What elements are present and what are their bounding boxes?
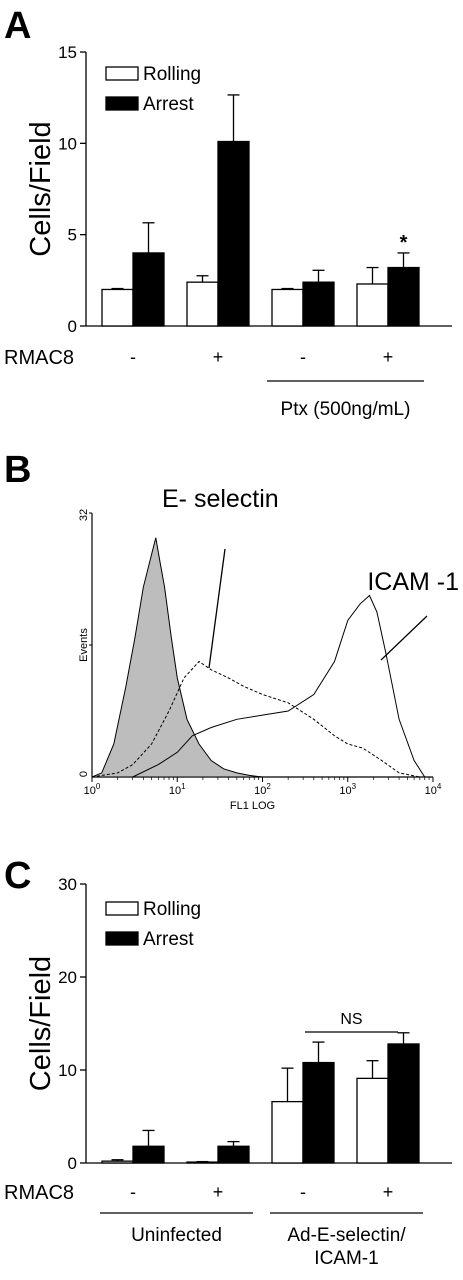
y-tick-label: 20 <box>58 968 77 987</box>
x-tick-base: 10 <box>339 785 351 797</box>
x-tick-label: 101 <box>169 782 186 797</box>
x-axis-label: FL1 LOG <box>230 800 275 812</box>
group-label-line: Ad-E-selectin/ <box>287 1225 406 1246</box>
category-label: - <box>300 1182 306 1202</box>
category-label: - <box>130 1182 136 1202</box>
bar-arrest-3 <box>387 266 420 327</box>
bar-arrest-2 <box>302 281 335 327</box>
bar-arrest-1 <box>217 140 250 327</box>
legend-swatch-arrest <box>105 931 139 946</box>
category-label: - <box>130 347 136 367</box>
significance-asterisk: * <box>400 232 408 254</box>
y-tick-label: 10 <box>58 134 77 153</box>
y-tick-label: 0 <box>68 317 77 336</box>
legend-swatch-rolling <box>105 901 139 916</box>
category-label: + <box>383 347 394 367</box>
panel-c-bar-chart: 0 10 20 30 Cells/Field Rolling Arrest RMAC8 - + - +… <box>4 875 452 1269</box>
x-tick-label: 102 <box>254 782 271 797</box>
label-icam-1: ICAM -1 <box>367 568 459 596</box>
category-label: + <box>213 347 224 367</box>
bar-rolling-1 <box>186 281 219 327</box>
ns-label: NS <box>340 1011 362 1028</box>
histogram-control <box>91 537 263 778</box>
bar-arrest-3 <box>387 1043 420 1164</box>
category-label: + <box>383 1182 394 1202</box>
histogram-icam-1 <box>132 594 426 778</box>
legend-label-rolling: Rolling <box>143 64 201 85</box>
panel-letter-c: C <box>4 855 31 897</box>
bar-rolling-0 <box>101 1160 134 1164</box>
y-axis-label: Cells/Field <box>25 121 57 256</box>
x-tick-label: 103 <box>339 782 356 797</box>
group-label-0: Uninfected <box>131 1225 222 1246</box>
ptx-group-label: Ptx (500ng/mL) <box>281 399 411 420</box>
group-label-line: Uninfected <box>131 1225 222 1246</box>
bar-rolling-0 <box>101 288 134 327</box>
bar-arrest-1 <box>217 1145 250 1164</box>
bar-rolling-2 <box>271 1100 304 1164</box>
legend-label-arrest: Arrest <box>143 929 194 950</box>
row-label-rmac8: RMAC8 <box>4 1182 74 1204</box>
category-label: + <box>213 1182 224 1202</box>
legend-swatch-arrest <box>105 96 139 111</box>
y-tick-label: 5 <box>68 226 77 245</box>
category-label: - <box>300 347 306 367</box>
y-tick-label: 32 <box>78 509 90 521</box>
x-tick-exponent: 3 <box>352 782 357 791</box>
panel-letter-a: A <box>4 5 31 47</box>
legend-label-arrest: Arrest <box>143 94 194 115</box>
x-tick-exponent: 2 <box>266 782 271 791</box>
x-tick-base: 10 <box>169 785 181 797</box>
bar-rolling-3 <box>356 1077 389 1164</box>
y-axis-label: Events <box>78 628 90 662</box>
pointer-e-selectin <box>208 548 226 669</box>
legend-label-rolling: Rolling <box>143 899 201 920</box>
x-tick-base: 10 <box>84 785 96 797</box>
bar-arrest-0 <box>132 252 165 327</box>
y-tick-label: 0 <box>68 1154 77 1173</box>
bar-arrest-2 <box>302 1061 335 1164</box>
x-tick-label: 100 <box>84 782 101 797</box>
x-tick-base: 10 <box>425 785 437 797</box>
x-tick-base: 10 <box>254 785 266 797</box>
bar-arrest-0 <box>132 1145 165 1164</box>
x-tick-label: 104 <box>425 782 442 797</box>
row-label-rmac8: RMAC8 <box>4 347 74 369</box>
x-tick-exponent: 1 <box>181 782 186 791</box>
histogram-e-selectin <box>91 660 420 778</box>
label-e-selectin: E- selectin <box>162 485 279 513</box>
y-tick-label: 10 <box>58 1061 77 1080</box>
group-label-line: ICAM-1 <box>314 1248 378 1269</box>
group-label-1: Ad-E-selectin/ICAM-1 <box>287 1225 406 1269</box>
panel-letter-b: B <box>4 449 31 491</box>
y-tick-label: 30 <box>58 875 77 894</box>
y-axis-label: Cells/Field <box>25 956 57 1091</box>
y-tick-label: 15 <box>58 43 77 62</box>
legend-swatch-rolling <box>105 66 139 81</box>
bar-rolling-2 <box>271 288 304 327</box>
y-tick-label: 0 <box>78 771 90 777</box>
x-tick-exponent: 4 <box>437 782 442 791</box>
panel-a-bar-chart: 0 5 10 15 Cells/Field Rolling Arrest RMAC8 - + - + *… <box>4 43 452 420</box>
pointer-icam-1 <box>380 615 428 661</box>
x-tick-exponent: 0 <box>96 782 101 791</box>
bar-rolling-3 <box>356 283 389 327</box>
